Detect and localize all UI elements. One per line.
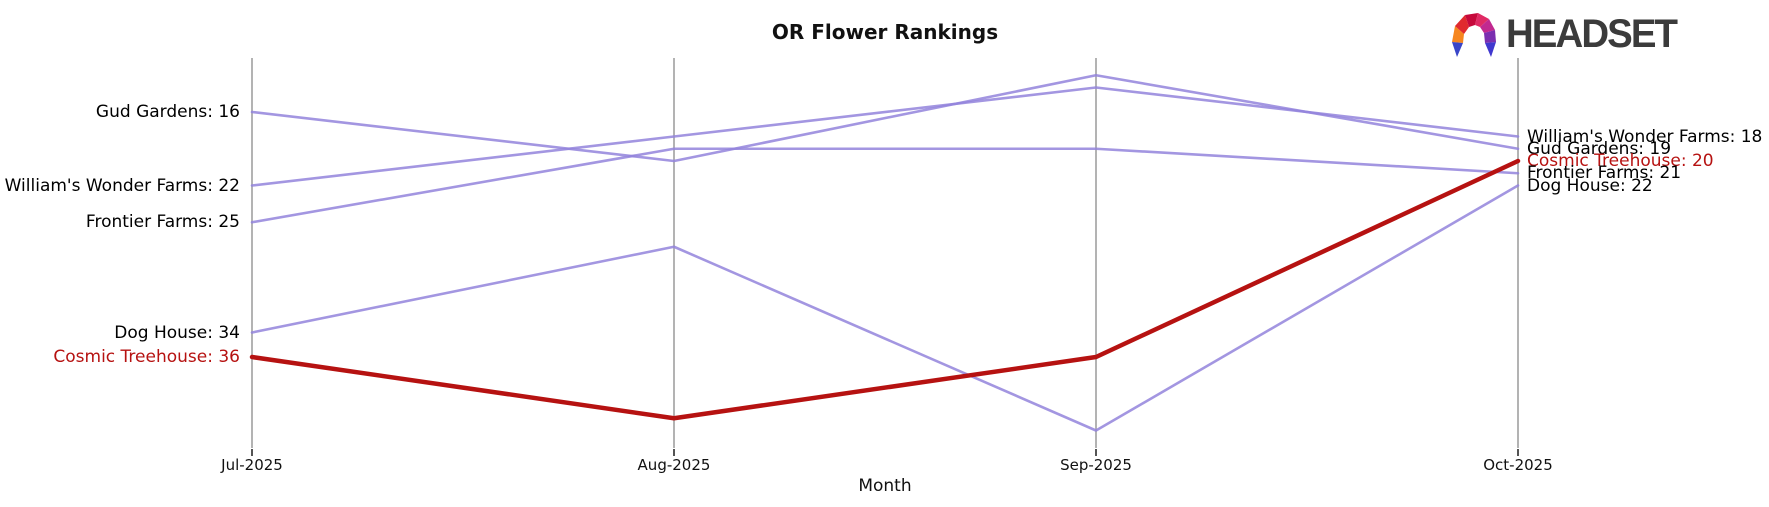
series-end-label: Cosmic Treehouse: 20 bbox=[1527, 151, 1714, 171]
x-tick-label: Aug-2025 bbox=[637, 456, 711, 474]
x-tick-label: Jul-2025 bbox=[221, 456, 283, 474]
x-tick-label: Oct-2025 bbox=[1483, 456, 1553, 474]
x-axis-title: Month bbox=[858, 476, 912, 496]
series-end-label: Frontier Farms: 21 bbox=[1527, 163, 1682, 184]
chart-title: OR Flower Rankings bbox=[771, 20, 999, 44]
series-end-label: William's Wonder Farms: 18 bbox=[1527, 126, 1763, 147]
series-line-william-s-wonder-farms bbox=[250, 86, 1520, 187]
series-start-label: William's Wonder Farms: 22 bbox=[4, 175, 240, 196]
series-start-label: Frontier Farms: 25 bbox=[85, 212, 240, 233]
headset-logo-icon bbox=[1452, 13, 1496, 57]
series-start-label: Cosmic Treehouse: 36 bbox=[53, 347, 240, 367]
series-line-frontier-farms bbox=[250, 147, 1520, 224]
series-start-label: Dog House: 34 bbox=[114, 322, 240, 343]
series-end-label: Gud Gardens: 19 bbox=[1527, 138, 1672, 159]
x-tick-label: Sep-2025 bbox=[1060, 456, 1132, 474]
series-line-dog-house bbox=[250, 184, 1520, 432]
series-line-cosmic-treehouse bbox=[249, 158, 1521, 421]
series-end-label: Dog House: 22 bbox=[1527, 175, 1653, 196]
series-start-label: Gud Gardens: 16 bbox=[95, 102, 240, 122]
headset-logo: HEADSET bbox=[1448, 10, 1683, 58]
headset-logo-text: HEADSET bbox=[1506, 11, 1678, 56]
